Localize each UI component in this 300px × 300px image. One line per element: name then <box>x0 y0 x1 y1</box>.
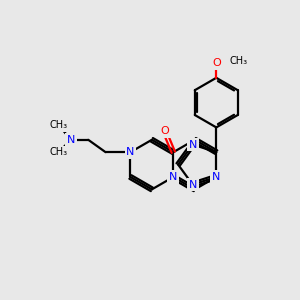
Text: N: N <box>67 135 75 145</box>
Text: O: O <box>160 126 169 136</box>
Text: N: N <box>188 180 197 190</box>
Text: N: N <box>169 172 178 182</box>
Text: N: N <box>212 172 220 182</box>
Text: CH₃: CH₃ <box>230 56 247 67</box>
Text: N: N <box>188 140 197 149</box>
Text: CH₃: CH₃ <box>50 120 68 130</box>
Text: N: N <box>126 147 135 157</box>
Text: O: O <box>212 58 220 68</box>
Text: CH₃: CH₃ <box>50 147 68 157</box>
